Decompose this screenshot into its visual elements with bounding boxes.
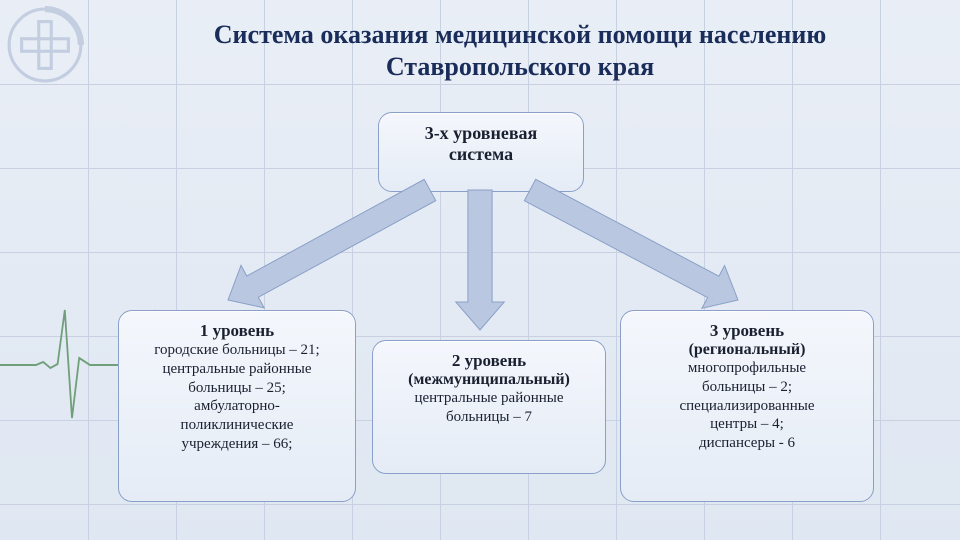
level-1-box: 1 уровень городские больницы – 21;центра… bbox=[118, 310, 356, 502]
root-line1: 3-х уровневая bbox=[379, 123, 583, 144]
root-line2: система bbox=[379, 144, 583, 165]
level-1-body: городские больницы – 21;центральные райо… bbox=[127, 341, 347, 454]
arrow-3 bbox=[524, 179, 738, 308]
level-3-line: больницы – 2; bbox=[629, 378, 865, 397]
title-line2: Ставропольского края bbox=[120, 52, 920, 82]
title-line1: Система оказания медицинской помощи насе… bbox=[120, 20, 920, 50]
level-2-box: 2 уровень (межмуниципальный) центральные… bbox=[372, 340, 606, 474]
system-root-box: 3-х уровневая система bbox=[378, 112, 584, 192]
level-3-line: центры – 4; bbox=[629, 415, 865, 434]
slide-title: Система оказания медицинской помощи насе… bbox=[120, 20, 920, 82]
level-3-body: многопрофильныебольницы – 2;специализиро… bbox=[629, 359, 865, 453]
level-1-line: центральные районные bbox=[127, 360, 347, 379]
level-3-line: многопрофильные bbox=[629, 359, 865, 378]
level-1-line: больницы – 25; bbox=[127, 379, 347, 398]
level-1-line: городские больницы – 21; bbox=[127, 341, 347, 360]
level-1-line: поликлинические bbox=[127, 416, 347, 435]
level-3-subheader: (региональный) bbox=[629, 341, 865, 359]
level-1-header: 1 уровень bbox=[127, 321, 347, 341]
medical-logo-icon bbox=[6, 6, 84, 84]
level-3-header: 3 уровень bbox=[629, 321, 865, 341]
level-3-box: 3 уровень (региональный) многопрофильные… bbox=[620, 310, 874, 502]
level-3-line: специализированные bbox=[629, 397, 865, 416]
level-1-line: учреждения – 66; bbox=[127, 435, 347, 454]
arrow-1 bbox=[228, 179, 436, 307]
level-3-line: диспансеры - 6 bbox=[629, 434, 865, 453]
arrow-2 bbox=[456, 190, 504, 330]
level-2-header: 2 уровень bbox=[381, 351, 597, 371]
level-2-subheader: (межмуниципальный) bbox=[381, 371, 597, 389]
slide: Система оказания медицинской помощи насе… bbox=[0, 0, 960, 540]
level-2-line: больницы – 7 bbox=[381, 408, 597, 427]
level-2-line: центральные районные bbox=[381, 389, 597, 408]
level-2-body: центральные районныебольницы – 7 bbox=[381, 389, 597, 427]
level-1-line: амбулаторно- bbox=[127, 397, 347, 416]
